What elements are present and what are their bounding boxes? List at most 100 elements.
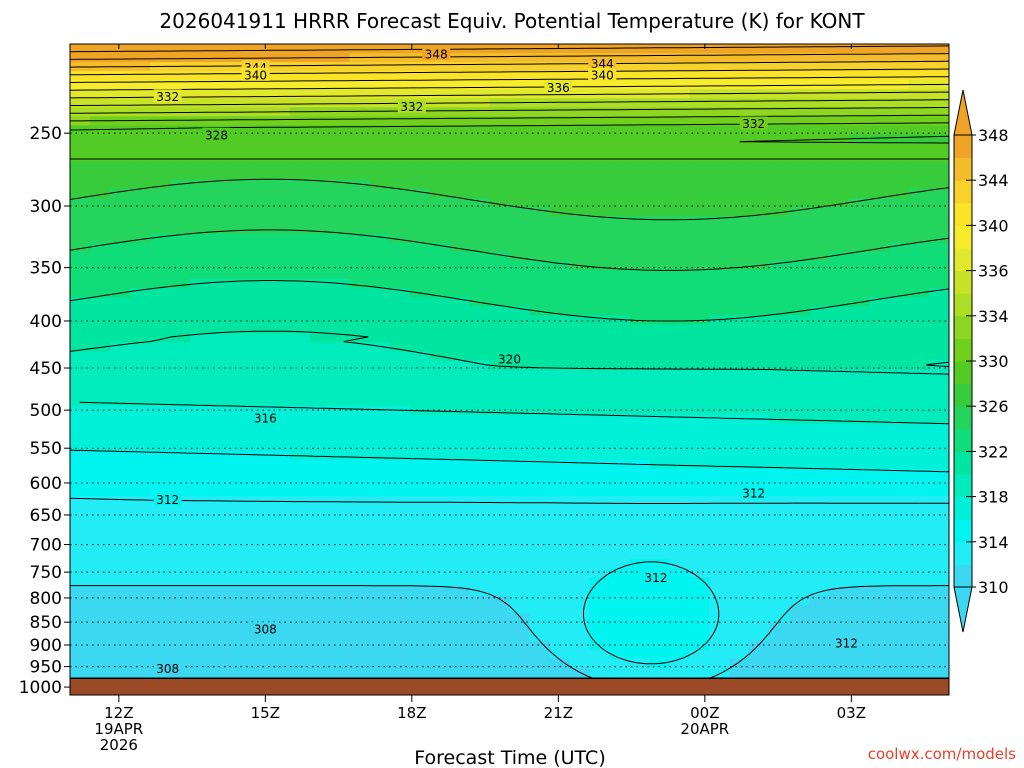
color-band-cell: [529, 71, 551, 81]
color-band-cell: [429, 523, 451, 533]
color-band-cell: [569, 53, 591, 63]
color-band-cell: [629, 423, 650, 434]
color-band-cell: [389, 631, 411, 642]
contour-label: 308: [254, 623, 277, 637]
color-band-cell: [309, 98, 331, 108]
color-band-cell: [809, 514, 830, 524]
color-band-cell: [169, 288, 191, 298]
color-band-cell: [149, 71, 171, 81]
color-band-cell: [189, 595, 211, 606]
color-band-cell: [349, 342, 371, 353]
color-band-cell: [509, 658, 531, 669]
color-band-cell: [369, 197, 391, 208]
color-band-cell: [549, 170, 571, 181]
color-band-cell: [189, 568, 211, 579]
color-band-cell: [909, 432, 930, 443]
color-band-cell: [729, 604, 750, 615]
color-band-cell: [489, 631, 511, 642]
color-band-cell: [109, 423, 131, 434]
color-band-cell: [829, 342, 850, 353]
color-band-cell: [409, 62, 431, 72]
color-band-cell: [169, 586, 191, 597]
color-band-cell: [189, 622, 211, 633]
color-band-cell: [549, 306, 571, 316]
color-band-cell: [869, 333, 890, 343]
color-band-cell: [849, 143, 870, 154]
color-band-cell: [849, 604, 870, 615]
color-band-cell: [329, 658, 351, 669]
color-band-cell: [169, 604, 191, 615]
color-band-cell: [189, 631, 211, 642]
color-band-cell: [889, 541, 910, 551]
color-band-cell: [889, 125, 910, 136]
color-band-cell: [869, 134, 890, 145]
color-band-cell: [469, 71, 491, 81]
color-band-cell: [129, 541, 151, 551]
color-band-cell: [589, 188, 610, 199]
color-band-cell: [409, 242, 431, 253]
color-band-cell: [189, 387, 211, 398]
color-band-cell: [449, 215, 471, 226]
color-band-cell: [749, 279, 770, 289]
color-band-cell: [749, 658, 770, 669]
color-band-cell: [229, 577, 251, 588]
color-band-cell: [709, 143, 730, 154]
colorbar-segment: [954, 406, 972, 430]
color-band-cell: [569, 342, 591, 353]
color-band-cell: [429, 414, 451, 425]
color-band-cell: [689, 649, 710, 660]
color-band-cell: [769, 179, 790, 190]
color-band-cell: [649, 378, 670, 389]
color-band-cell: [109, 242, 131, 253]
color-band-cell: [629, 369, 650, 380]
color-band-cell: [769, 89, 790, 99]
color-band-cell: [749, 125, 770, 136]
contour-label: 328: [205, 128, 228, 142]
color-band-cell: [689, 613, 710, 624]
color-band-cell: [269, 369, 291, 380]
y-tick-label: 800: [30, 589, 62, 609]
color-band-cell: [669, 622, 690, 633]
color-band-cell: [89, 324, 111, 334]
color-band-cell: [429, 143, 451, 154]
color-band-cell: [769, 161, 790, 172]
color-band-cell: [909, 98, 930, 108]
color-band-cell: [269, 134, 291, 145]
color-band-cell: [869, 324, 890, 334]
color-band-cell: [829, 315, 850, 325]
color-band-cell: [529, 134, 551, 145]
color-band-cell: [389, 62, 411, 72]
color-band-cell: [709, 496, 730, 506]
color-band-cell: [789, 523, 810, 533]
color-band-cell: [209, 279, 231, 289]
colorbar-segment: [954, 293, 972, 317]
color-band-cell: [789, 315, 810, 325]
color-band-cell: [249, 89, 271, 99]
color-band-cell: [749, 161, 770, 172]
color-band-cell: [849, 550, 870, 560]
color-band-cell: [649, 559, 670, 570]
color-band-cell: [529, 667, 551, 678]
color-band-cell: [109, 532, 131, 542]
color-band-cell: [889, 487, 910, 497]
color-band-cell: [729, 423, 750, 434]
color-band-cell: [449, 270, 471, 280]
color-band-cell: [269, 143, 291, 154]
color-band-cell: [429, 649, 451, 660]
color-band-cell: [509, 595, 531, 606]
color-band-cell: [929, 496, 949, 506]
color-band-cell: [909, 324, 930, 334]
color-band-cell: [669, 369, 690, 380]
color-band-cell: [889, 432, 910, 443]
color-band-cell: [149, 360, 171, 371]
color-band-cell: [329, 423, 351, 434]
color-band-cell: [729, 62, 750, 72]
color-band-cell: [209, 188, 231, 199]
color-band-cell: [89, 98, 111, 108]
color-band-cell: [569, 369, 591, 380]
color-band-cell: [329, 378, 351, 389]
color-band-cell: [709, 333, 730, 343]
color-band-cell: [489, 604, 511, 615]
color-band-cell: [569, 514, 591, 524]
color-band-cell: [509, 459, 531, 470]
